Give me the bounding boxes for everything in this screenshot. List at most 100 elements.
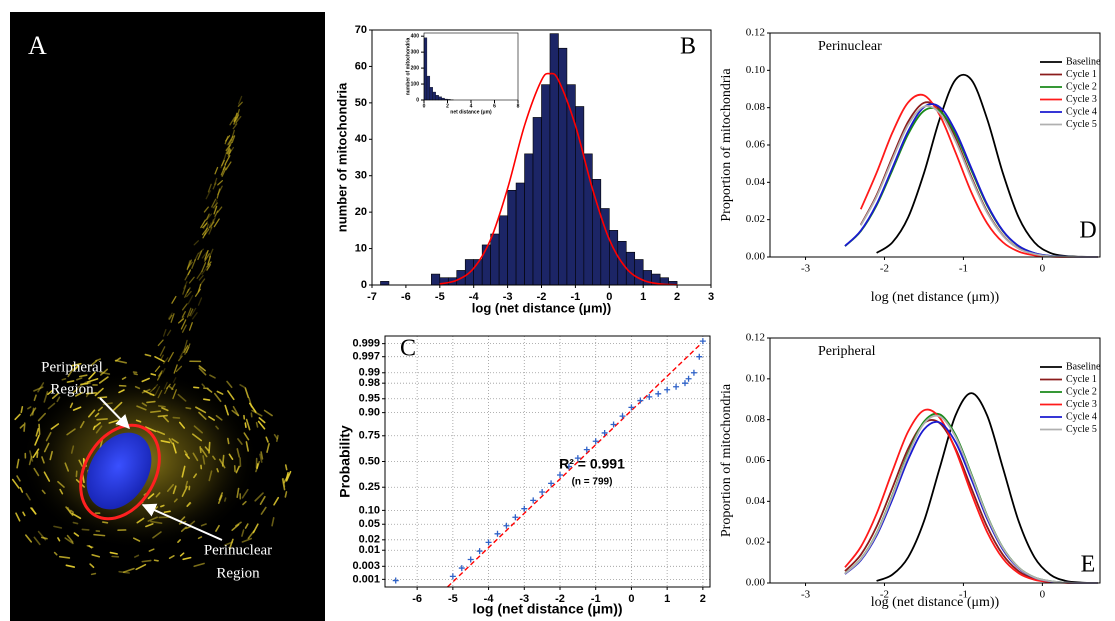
filament [53,551,58,556]
bar [432,91,436,101]
y-tick-label: 30 [355,170,367,182]
filament [132,537,141,542]
filament [118,570,130,574]
filament [19,486,24,493]
filament [64,537,74,545]
filament [203,398,211,401]
filament [227,149,232,156]
filament [16,475,21,482]
filament [57,537,61,542]
x-tick-label: -5 [435,291,445,303]
legend-label: Cycle 3 [1066,94,1097,105]
y-tick-label: 0.75 [359,430,380,442]
filament [181,465,186,478]
filament [146,400,156,404]
x-tick-label: -1 [959,589,968,601]
filament [243,432,250,441]
filament [184,288,190,298]
x-tick-label: -5 [448,593,458,605]
bar [524,153,534,286]
panel-label: E [1081,552,1096,578]
filament [184,270,191,281]
filament [180,319,187,330]
x-axis-label: log (net distance (μm)) [871,595,1000,610]
y-tick-label: 0.02 [746,213,765,225]
filament [263,409,273,417]
filament [187,261,193,268]
annotation: Peripheral [41,359,103,375]
filament [206,261,212,268]
filament [225,161,232,171]
data-point [696,353,703,360]
chart-title: Peripheral [818,344,876,359]
filament [198,411,207,420]
panel-label: B [680,34,696,60]
filament [183,450,189,456]
filament [221,159,225,167]
filament [200,447,208,458]
y-tick-label: 0.02 [746,536,765,548]
filament [192,452,199,462]
filament [47,402,56,410]
filament [31,407,35,416]
filament [160,504,165,508]
y-tick-label: 0 [416,97,419,103]
filament [143,389,155,397]
filament [251,409,263,417]
filament [273,496,280,506]
filament [37,382,45,393]
filament [88,371,96,380]
plot-area [770,33,1100,257]
filament [184,480,189,488]
data-point [637,397,644,404]
filament [118,389,125,394]
filament [154,355,165,363]
fit-line [447,343,702,588]
filament [65,564,76,568]
filament [178,421,186,429]
filament [33,467,40,477]
filament [43,442,50,453]
filament [236,487,240,499]
filament [33,394,37,402]
filament [135,563,147,571]
filament [204,253,210,262]
y-tick-label: 0.06 [746,139,766,151]
bar [608,230,619,286]
filament [141,388,151,394]
filament [212,455,216,461]
filament [166,329,172,337]
filament [193,562,205,568]
filament [72,406,82,411]
filament [73,532,80,537]
filament [208,470,213,482]
filament [245,441,249,452]
legend-label: Baseline [1066,361,1101,372]
filament [154,385,161,397]
filament [181,311,186,318]
filament [224,404,229,416]
y-tick-label: 0.04 [746,176,766,188]
filament [148,548,155,552]
filament [168,437,174,445]
bar [438,96,442,101]
panel-label: C [400,336,416,362]
data-point [610,421,617,428]
filament [37,412,47,422]
data-point [673,383,680,390]
filament [221,167,227,177]
data-point [521,505,528,512]
filament [259,495,266,505]
filament [205,223,209,233]
x-tick-label: -2 [880,263,889,275]
filament [133,373,138,376]
filament [194,288,201,297]
filament [218,458,226,469]
x-tick-label: -1 [571,291,581,303]
filament [134,385,141,390]
filament [61,378,67,381]
filament [80,382,89,386]
legend-label: Cycle 1 [1066,69,1097,80]
filament [28,455,33,466]
filament [224,155,231,165]
